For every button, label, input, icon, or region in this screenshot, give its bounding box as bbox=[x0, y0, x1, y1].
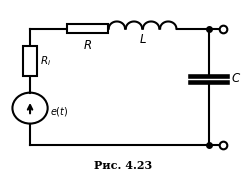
Text: $e(t)$: $e(t)$ bbox=[50, 105, 69, 118]
Text: Рис. 4.23: Рис. 4.23 bbox=[94, 160, 152, 171]
Text: $R$: $R$ bbox=[83, 39, 92, 52]
Text: $R_i$: $R_i$ bbox=[40, 54, 51, 68]
Text: $L$: $L$ bbox=[139, 33, 146, 46]
Text: $C$: $C$ bbox=[231, 72, 241, 85]
FancyBboxPatch shape bbox=[67, 24, 108, 33]
FancyBboxPatch shape bbox=[23, 46, 37, 76]
